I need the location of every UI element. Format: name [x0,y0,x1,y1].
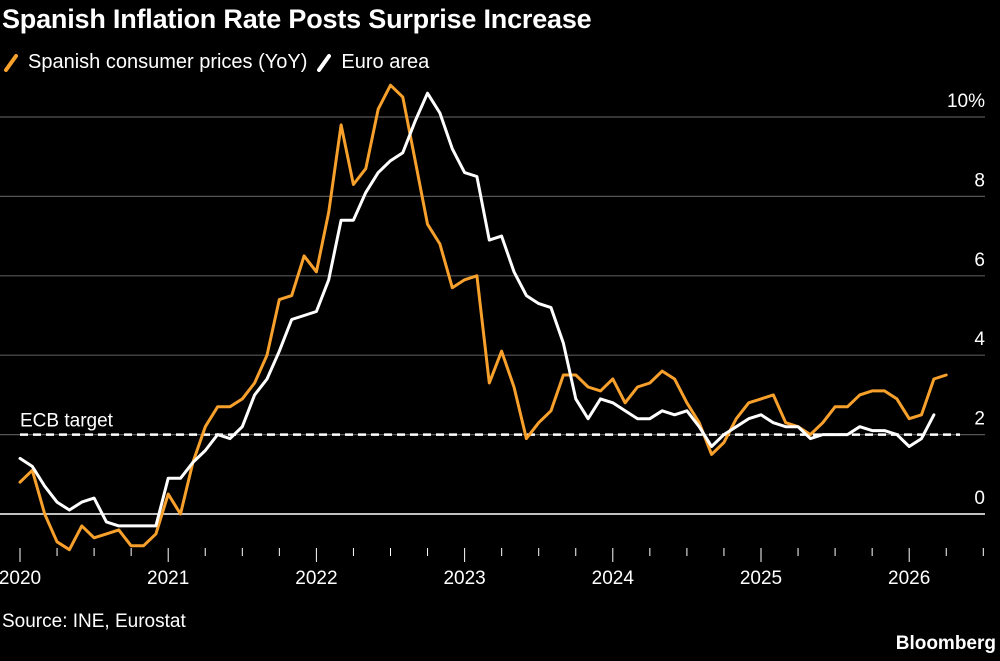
y-tick-label: 6 [974,250,985,271]
chart-title: Spanish Inflation Rate Posts Surprise In… [2,4,592,34]
legend-swatch-euro [317,53,332,72]
y-axis-ticks: 10% 8 6 4 2 0 [947,91,985,509]
x-tick-label: 2023 [443,568,485,589]
gridlines [0,116,985,515]
x-tick-label: 2020 [0,568,41,589]
ecb-target-reference: ECB target [20,411,960,436]
x-axis-ticks: 2020 2021 2022 2023 2024 2025 2026 [0,548,984,589]
legend-item-spain: Spanish consumer prices (YoY) [4,51,307,74]
y-tick-label: 8 [974,170,985,191]
series-line-euro-area [18,91,936,528]
x-tick-label: 2025 [740,568,782,589]
y-tick-label: 0 [974,488,985,509]
legend-swatch-spain [4,53,18,72]
x-tick-label: 2024 [592,568,635,589]
series [18,83,948,552]
legend: Spanish consumer prices (YoY) Euro area [4,51,439,74]
bloomberg-logo: Bloomberg [895,633,996,654]
x-tick-label: 2026 [888,568,930,589]
series-line-spain [18,83,948,552]
y-tick-label: 4 [974,329,985,350]
y-tick-label: 10% [947,91,985,112]
source-note: Source: INE, Eurostat [2,611,186,632]
y-tick-label: 2 [974,409,985,430]
ecb-target-label: ECB target [20,411,114,432]
x-tick-label: 2022 [295,568,337,589]
legend-label-spain: Spanish consumer prices (YoY) [28,51,308,73]
legend-item-euro: Euro area [317,51,429,74]
x-tick-label: 2021 [147,568,189,589]
legend-label-euro: Euro area [341,51,430,73]
